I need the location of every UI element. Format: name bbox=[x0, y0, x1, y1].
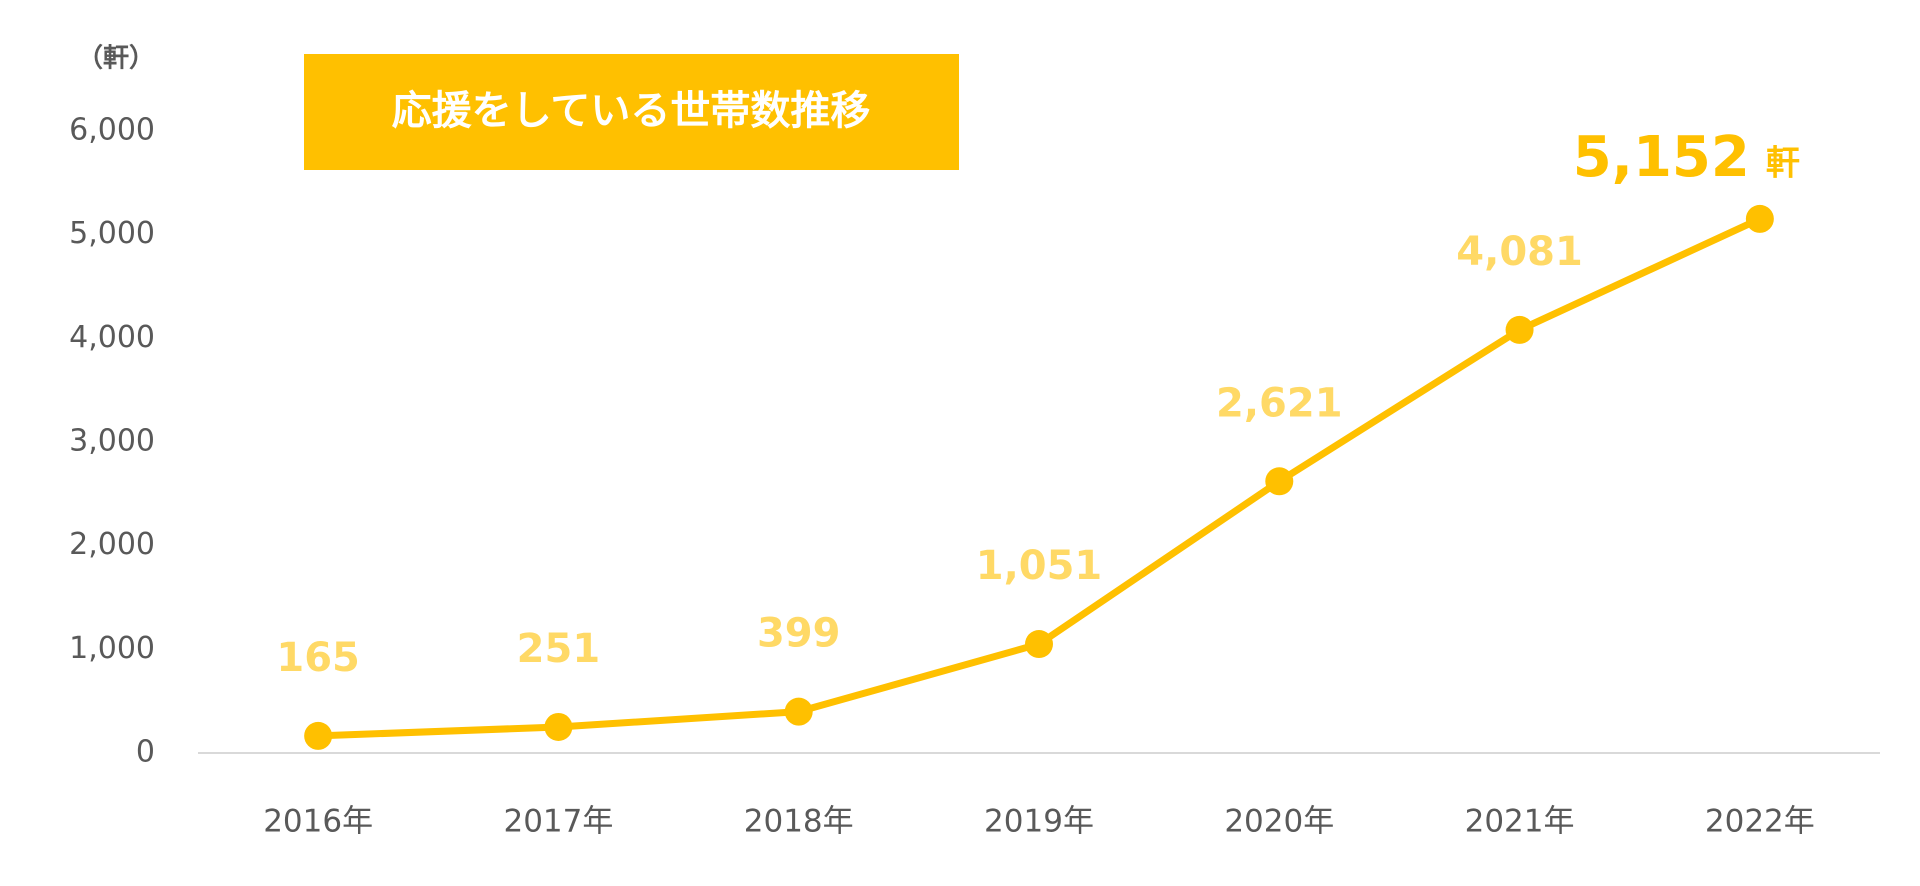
x-tick-label: 2016年 bbox=[263, 804, 373, 840]
y-tick-label: 3,000 bbox=[69, 424, 155, 459]
x-tick-label: 2017年 bbox=[503, 804, 613, 840]
y-tick-label: 6,000 bbox=[69, 113, 155, 148]
point bbox=[1505, 315, 1534, 344]
value-label: 165 bbox=[276, 635, 360, 681]
value-label: 4,081 bbox=[1456, 229, 1583, 275]
value-label: 399 bbox=[757, 611, 841, 657]
point bbox=[1265, 467, 1294, 496]
point bbox=[304, 721, 333, 750]
point bbox=[544, 712, 573, 741]
chart-title: 応援をしている世帯数推移 bbox=[392, 88, 871, 134]
x-tick-label: 2022年 bbox=[1705, 804, 1815, 840]
title-box bbox=[304, 54, 959, 170]
value-label: 1,051 bbox=[976, 543, 1103, 589]
x-tick-label: 2019年 bbox=[984, 804, 1094, 840]
y-tick-label: 2,000 bbox=[69, 527, 155, 562]
value-label: 251 bbox=[517, 626, 601, 672]
y-tick-label: 5,000 bbox=[69, 216, 155, 251]
point bbox=[784, 697, 813, 726]
value-label: 2,621 bbox=[1216, 380, 1343, 426]
point bbox=[1025, 630, 1053, 659]
y-tick-label: 1,000 bbox=[69, 631, 155, 666]
y-tick-label: 0 bbox=[136, 735, 155, 770]
x-tick-label: 2021年 bbox=[1465, 804, 1575, 840]
annotation: 軒 bbox=[1766, 143, 1800, 183]
point bbox=[1745, 204, 1774, 233]
x-tick-label: 2018年 bbox=[744, 804, 854, 840]
y-axis-label: （軒） bbox=[77, 43, 155, 74]
y-tick-label: 4,000 bbox=[69, 320, 155, 355]
value-label: 5,152 bbox=[1573, 125, 1750, 190]
x-tick-label: 2020年 bbox=[1224, 804, 1334, 840]
